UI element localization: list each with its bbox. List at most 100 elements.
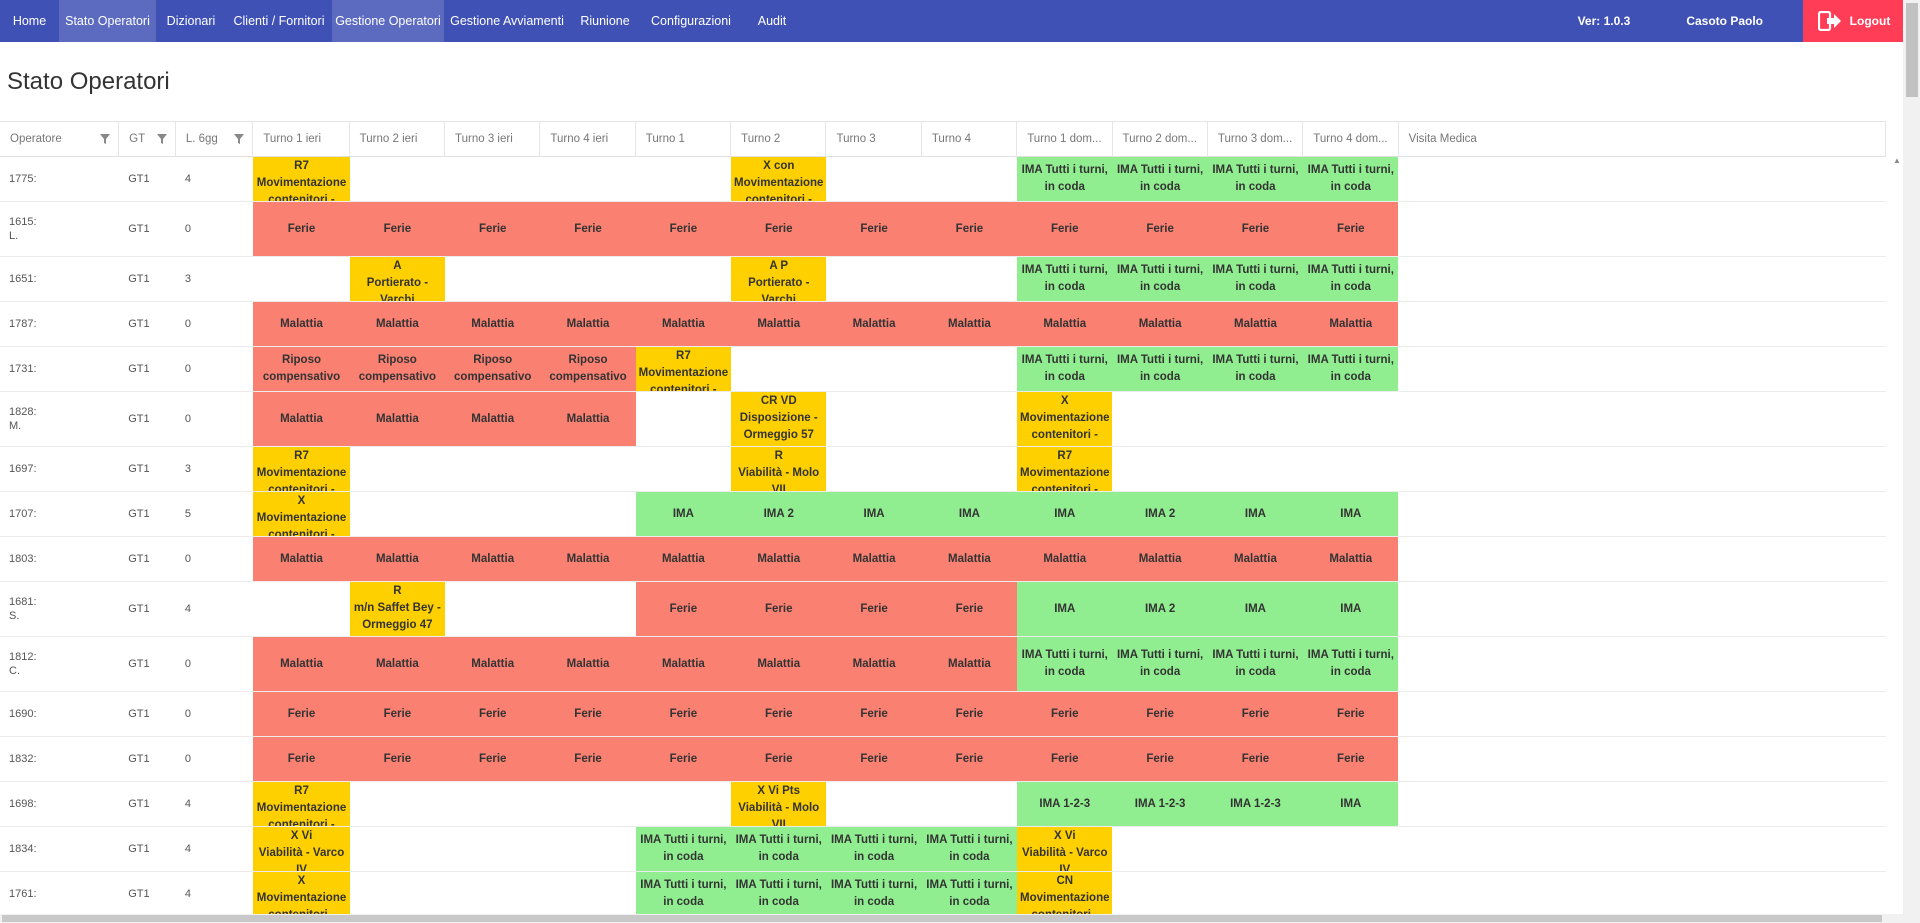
shift-cell[interactable]: Malattia: [445, 537, 541, 581]
shift-cell[interactable]: Malattia: [1017, 537, 1113, 581]
shift-cell[interactable]: Rm/n Saffet Bey - Ormeggio 47 PFN: [349, 582, 446, 636]
vertical-scrollbar[interactable]: [1903, 0, 1920, 923]
shift-cell[interactable]: Ferie: [349, 202, 446, 256]
shift-cell[interactable]: Malattia: [540, 392, 636, 446]
nav-item-home[interactable]: Home: [12, 14, 47, 28]
shift-cell[interactable]: Malattia: [1207, 537, 1304, 581]
shift-cell[interactable]: IMA Tutti i turni, in coda: [731, 827, 827, 871]
filter-icon[interactable]: [156, 134, 167, 147]
column-header-l-6gg[interactable]: L. 6gg: [176, 122, 254, 156]
shift-cell[interactable]: Riposo compensativo: [445, 347, 541, 391]
shift-cell[interactable]: X Vi Viabilità - Varco IV: [1017, 827, 1113, 871]
shift-cell[interactable]: Malattia: [826, 302, 922, 346]
shift-cell[interactable]: X Movimentazione contenitori -: [1017, 392, 1113, 446]
shift-cell[interactable]: IMA: [1017, 582, 1113, 636]
column-header-turno-1-dom[interactable]: Turno 1 dom...: [1017, 122, 1113, 156]
column-header-turno-4-dom[interactable]: Turno 4 dom...: [1303, 122, 1399, 156]
shift-cell[interactable]: IMA Tutti i turni, in coda: [826, 827, 922, 871]
column-header-turno-4-ieri[interactable]: Turno 4 ieri: [540, 122, 636, 156]
shift-cell[interactable]: R7 Movimentazione contenitori -: [253, 782, 350, 826]
column-header-gt[interactable]: GT: [119, 122, 176, 156]
shift-cell[interactable]: Malattia: [540, 537, 636, 581]
shift-cell[interactable]: Malattia: [731, 302, 827, 346]
shift-cell[interactable]: Malattia: [253, 302, 350, 346]
shift-cell[interactable]: Ferie: [540, 737, 636, 781]
shift-cell[interactable]: IMA: [826, 492, 922, 536]
shift-cell[interactable]: Ferie: [1207, 737, 1304, 781]
shift-cell[interactable]: Ferie: [349, 692, 446, 736]
nav-item-dizionari[interactable]: Dizionari: [166, 14, 216, 28]
shift-cell[interactable]: IMA 2: [731, 492, 827, 536]
shift-cell[interactable]: A Portierato - Varchi: [349, 257, 446, 301]
shift-cell[interactable]: Ferie: [253, 692, 350, 736]
nav-item-configurazioni[interactable]: Configurazioni: [651, 14, 731, 28]
shift-cell[interactable]: Malattia: [921, 637, 1018, 691]
shift-cell[interactable]: R7 Movimentazione contenitori -: [1017, 447, 1113, 491]
shift-cell[interactable]: Ferie: [349, 737, 446, 781]
nav-item-gestione-avviamenti[interactable]: Gestione Avviamenti: [450, 14, 564, 28]
nav-item-riunione[interactable]: Riunione: [580, 14, 630, 28]
shift-cell[interactable]: IMA: [1207, 492, 1304, 536]
shift-cell[interactable]: Ferie: [1112, 737, 1208, 781]
shift-cell[interactable]: Malattia: [921, 302, 1018, 346]
shift-cell[interactable]: Malattia: [253, 537, 350, 581]
shift-cell[interactable]: Malattia: [635, 302, 732, 346]
shift-cell[interactable]: IMA Tutti i turni, in coda: [1207, 347, 1304, 391]
shift-cell[interactable]: Ferie: [921, 692, 1018, 736]
shift-cell[interactable]: Ferie: [540, 692, 636, 736]
shift-cell[interactable]: IMA Tutti i turni, in coda: [1303, 257, 1399, 301]
shift-cell[interactable]: Ferie: [1112, 692, 1208, 736]
filter-icon[interactable]: [100, 134, 111, 147]
nav-item-gestione-operatori[interactable]: Gestione Operatori: [332, 0, 444, 42]
shift-cell[interactable]: A P Portierato - Varchi: [731, 257, 827, 301]
shift-cell[interactable]: Ferie: [635, 737, 732, 781]
shift-cell[interactable]: Malattia: [253, 637, 350, 691]
shift-cell[interactable]: X Vi Pts Viabilità - Molo VII: [731, 782, 827, 826]
shift-cell[interactable]: IMA: [921, 492, 1018, 536]
shift-cell[interactable]: IMA 1-2-3: [1207, 782, 1304, 826]
column-header-turno-1-ieri[interactable]: Turno 1 ieri: [253, 122, 350, 156]
shift-cell[interactable]: Ferie: [253, 737, 350, 781]
shift-cell[interactable]: Malattia: [445, 392, 541, 446]
shift-cell[interactable]: IMA Tutti i turni, in coda: [921, 827, 1018, 871]
shift-cell[interactable]: Ferie: [921, 737, 1018, 781]
shift-cell[interactable]: CN Movimentazione contenitori -: [1017, 872, 1113, 916]
shift-cell[interactable]: Malattia: [540, 302, 636, 346]
shift-cell[interactable]: Malattia: [1112, 537, 1208, 581]
shift-cell[interactable]: Ferie: [1303, 202, 1399, 256]
logout-button[interactable]: Logout: [1803, 0, 1905, 42]
horizontal-scrollbar-thumb[interactable]: [2, 915, 1882, 922]
shift-cell[interactable]: IMA Tutti i turni, in coda: [635, 827, 732, 871]
shift-cell[interactable]: Ferie: [1303, 692, 1399, 736]
shift-cell[interactable]: IMA: [1207, 582, 1304, 636]
shift-cell[interactable]: Ferie: [445, 202, 541, 256]
shift-cell[interactable]: Malattia: [1303, 302, 1399, 346]
shift-cell[interactable]: Ferie: [1303, 737, 1399, 781]
shift-cell[interactable]: Malattia: [921, 537, 1018, 581]
shift-cell[interactable]: Ferie: [826, 582, 922, 636]
shift-cell[interactable]: Malattia: [826, 637, 922, 691]
shift-cell[interactable]: IMA 2: [1112, 582, 1208, 636]
shift-cell[interactable]: Ferie: [826, 737, 922, 781]
column-header-visita-medica[interactable]: Visita Medica: [1399, 122, 1886, 156]
shift-cell[interactable]: IMA 1-2-3: [1017, 782, 1113, 826]
column-header-turno-2-ieri[interactable]: Turno 2 ieri: [350, 122, 446, 156]
column-header-turno-2-dom[interactable]: Turno 2 dom...: [1113, 122, 1208, 156]
shift-cell[interactable]: IMA Tutti i turni, in coda: [921, 872, 1018, 916]
shift-cell[interactable]: X Movimentazione contenitori -: [253, 872, 350, 916]
column-header-turno-3-ieri[interactable]: Turno 3 ieri: [445, 122, 541, 156]
shift-cell[interactable]: Malattia: [445, 637, 541, 691]
shift-cell[interactable]: Malattia: [826, 537, 922, 581]
column-header-turno-3[interactable]: Turno 3: [826, 122, 922, 156]
shift-cell[interactable]: IMA 2: [1112, 492, 1208, 536]
shift-cell[interactable]: Malattia: [349, 537, 446, 581]
shift-cell[interactable]: Ferie: [921, 582, 1018, 636]
shift-cell[interactable]: IMA: [635, 492, 732, 536]
shift-cell[interactable]: Ferie: [826, 202, 922, 256]
shift-cell[interactable]: IMA: [1303, 782, 1399, 826]
shift-cell[interactable]: R Viabilità - Molo VII: [731, 447, 827, 491]
shift-cell[interactable]: Ferie: [540, 202, 636, 256]
shift-cell[interactable]: IMA: [1017, 492, 1113, 536]
shift-cell[interactable]: Ferie: [635, 582, 732, 636]
shift-cell[interactable]: Malattia: [445, 302, 541, 346]
